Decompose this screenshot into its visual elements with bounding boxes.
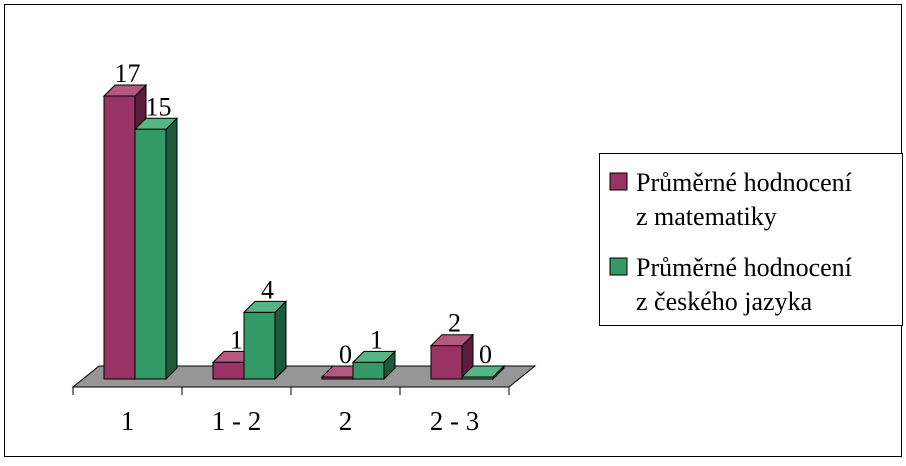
bar — [461, 376, 494, 380]
bar-side — [165, 117, 178, 381]
bar — [243, 311, 276, 380]
legend-label-cesky-jazyk-line2: z českého jazyka — [636, 287, 813, 316]
bar — [352, 361, 385, 380]
legend-swatch-matematika — [609, 172, 628, 191]
x-tick-label: 2 — [339, 406, 353, 436]
x-tick-label: 1 - 2 — [212, 406, 262, 436]
bar — [430, 345, 463, 380]
bar-value-label: 0 — [339, 340, 352, 369]
bar — [321, 376, 354, 380]
bar-value-label: 1 — [370, 325, 383, 354]
bar-value-label: 2 — [448, 309, 461, 338]
x-tick-label: 1 — [121, 406, 135, 436]
legend: Průměrné hodnocení z matematiky Průměrné… — [599, 153, 903, 326]
bar-value-label: 4 — [261, 275, 274, 304]
bar — [134, 128, 167, 380]
bar-value-label: 17 — [115, 59, 141, 88]
bar — [212, 361, 245, 380]
bar-side — [274, 300, 287, 381]
legend-label-matematika-line2: z matematiky — [636, 202, 777, 231]
legend-swatch-cesky-jazyk — [609, 257, 628, 276]
bar-value-label: 15 — [146, 92, 172, 121]
legend-label-matematika-line1: Průměrné hodnocení — [636, 168, 852, 197]
legend-box — [599, 153, 903, 326]
bar — [103, 95, 136, 380]
x-tick-label: 2 - 3 — [430, 406, 480, 436]
legend-label-cesky-jazyk-line1: Průměrné hodnocení — [636, 253, 852, 282]
bar-value-label: 1 — [230, 325, 243, 354]
bar-value-label: 0 — [479, 340, 492, 369]
